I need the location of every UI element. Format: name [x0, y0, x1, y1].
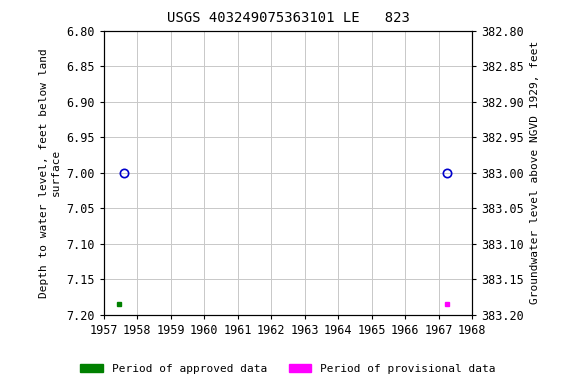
Title: USGS 403249075363101 LE   823: USGS 403249075363101 LE 823: [166, 12, 410, 25]
Y-axis label: Depth to water level, feet below land
surface: Depth to water level, feet below land su…: [39, 48, 60, 298]
Y-axis label: Groundwater level above NGVD 1929, feet: Groundwater level above NGVD 1929, feet: [530, 41, 540, 305]
Legend: Period of approved data, Period of provisional data: Period of approved data, Period of provi…: [76, 359, 500, 379]
